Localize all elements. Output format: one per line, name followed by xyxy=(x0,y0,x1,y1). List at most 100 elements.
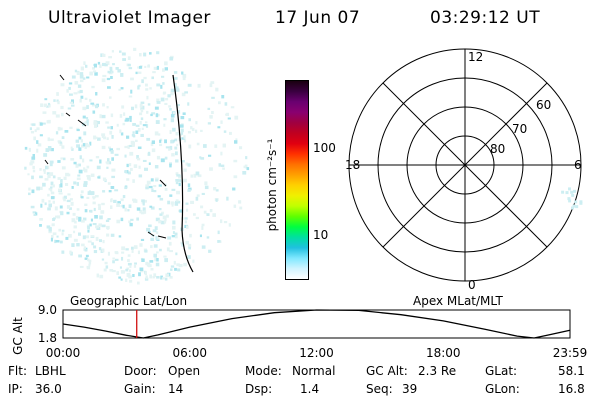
uv-pixel xyxy=(132,200,137,203)
uv-pixel xyxy=(217,126,221,129)
uv-pixel xyxy=(137,85,140,90)
uv-pixel xyxy=(101,258,105,261)
uv-pixel xyxy=(192,259,195,263)
uv-pixel xyxy=(229,131,232,135)
uv-pixel xyxy=(164,277,168,281)
uv-pixel xyxy=(183,168,187,172)
uv-pixel xyxy=(106,77,111,81)
uv-pixel xyxy=(233,159,238,163)
uv-pixel xyxy=(188,118,191,122)
uv-pixel xyxy=(170,88,175,92)
uv-pixel xyxy=(76,177,81,180)
uv-pixel xyxy=(218,240,221,243)
uv-pixel xyxy=(73,230,76,234)
uv-pixel xyxy=(154,257,158,262)
uv-pixel xyxy=(145,184,149,189)
uv-pixel xyxy=(120,132,124,136)
uv-pixel xyxy=(142,201,145,206)
uv-pixel xyxy=(89,209,93,213)
uv-pixel xyxy=(172,231,175,234)
uv-pixel xyxy=(572,204,576,208)
uv-pixel xyxy=(171,204,174,207)
uv-pixel xyxy=(80,95,84,99)
uv-pixel xyxy=(85,235,89,239)
uv-pixel xyxy=(42,111,47,114)
mlt-label-18: 18 xyxy=(345,158,360,172)
uv-pixel xyxy=(110,113,114,118)
uv-pixel xyxy=(176,263,180,267)
uv-pixel xyxy=(157,237,160,240)
uv-pixel xyxy=(208,249,212,253)
geographic-image xyxy=(24,47,250,285)
uv-pixel xyxy=(200,205,204,209)
uv-pixel xyxy=(125,248,129,251)
uv-pixel xyxy=(226,196,229,201)
uv-pixel xyxy=(101,135,105,138)
uv-pixel xyxy=(27,173,30,176)
uv-pixel xyxy=(121,251,125,254)
uv-pixel xyxy=(109,130,113,135)
uv-pixel xyxy=(155,231,159,234)
uv-pixel xyxy=(106,137,109,140)
uv-pixel xyxy=(78,136,82,140)
uv-pixel xyxy=(145,275,148,280)
uv-pixel xyxy=(99,159,102,164)
uv-pixel xyxy=(176,143,179,147)
uv-pixel xyxy=(119,50,122,53)
uv-pixel xyxy=(78,147,82,151)
uv-pixel xyxy=(31,175,34,180)
uv-pixel xyxy=(80,190,84,194)
uv-pixel xyxy=(102,190,106,193)
uv-pixel xyxy=(107,70,112,74)
uv-pixel xyxy=(150,237,155,241)
uv-pixel xyxy=(72,212,76,216)
uv-pixel xyxy=(107,158,110,162)
uv-pixel xyxy=(65,236,69,240)
uv-pixel xyxy=(87,225,90,230)
uv-pixel xyxy=(141,199,145,202)
uv-pixel xyxy=(91,103,96,107)
uv-pixel xyxy=(188,246,191,250)
uv-pixel xyxy=(153,244,158,248)
flt-label: Flt: xyxy=(8,364,27,378)
uv-pixel xyxy=(80,139,83,143)
uv-pixel xyxy=(175,151,178,156)
uv-pixel xyxy=(165,273,170,278)
uv-pixel xyxy=(108,190,112,193)
uv-pixel xyxy=(47,175,51,179)
uv-pixel xyxy=(174,267,177,271)
uv-pixel xyxy=(146,95,149,100)
uv-pixel xyxy=(71,75,76,79)
uv-pixel xyxy=(125,268,128,272)
uv-pixel xyxy=(234,140,238,144)
gain-label: Gain: xyxy=(124,382,156,396)
uv-pixel xyxy=(46,120,50,124)
uv-pixel xyxy=(140,108,144,113)
uv-pixel xyxy=(140,269,144,273)
uv-pixel xyxy=(41,198,45,203)
uv-pixel xyxy=(162,92,166,95)
uv-pixel xyxy=(51,235,54,239)
uv-pixel xyxy=(174,232,178,236)
uv-pixel xyxy=(122,204,125,209)
uv-pixel xyxy=(150,206,155,210)
uv-pixel xyxy=(571,193,575,197)
chart-ytick-label: 9.0 xyxy=(38,303,57,317)
uv-pixel xyxy=(201,225,204,230)
uv-pixel xyxy=(124,207,127,212)
uv-pixel xyxy=(96,227,101,230)
uv-pixel xyxy=(79,155,82,160)
uv-pixel xyxy=(58,188,62,192)
uv-pixel xyxy=(84,121,89,124)
uv-pixel xyxy=(136,207,141,211)
uv-pixel xyxy=(208,154,212,157)
uv-pixel xyxy=(90,102,95,105)
uv-pixel xyxy=(215,198,218,202)
uv-pixel xyxy=(137,281,140,285)
uv-pixel xyxy=(120,270,124,274)
uv-pixel xyxy=(215,189,219,192)
uv-pixel xyxy=(122,195,126,199)
uv-pixel xyxy=(50,186,53,189)
uv-pixel xyxy=(140,117,144,121)
uv-pixel xyxy=(206,236,210,239)
